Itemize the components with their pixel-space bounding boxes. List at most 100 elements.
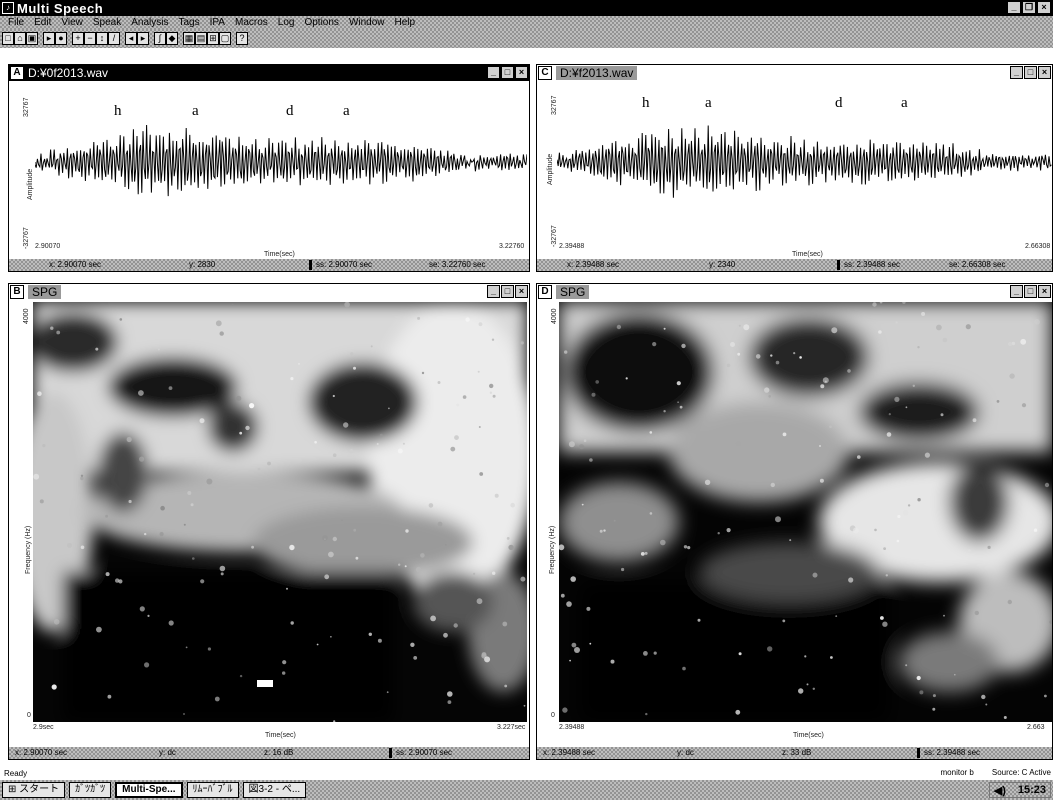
menu-macros[interactable]: Macros xyxy=(234,17,268,28)
zoom-out-icon[interactable]: − xyxy=(84,32,96,45)
window-a-titlebar[interactable]: A D:¥0f2013.wav _ □ × xyxy=(9,65,529,81)
spectrogram-speck xyxy=(368,632,372,636)
menu-log[interactable]: Log xyxy=(277,17,295,28)
window-d-titlebar[interactable]: D SPG _ □ × xyxy=(537,284,1052,300)
close-button[interactable]: × xyxy=(1037,1,1051,14)
spectrogram-speck xyxy=(1007,599,1012,605)
speaker-icon[interactable]: ◀) xyxy=(993,784,1006,797)
spectrogram-plot-b[interactable] xyxy=(33,302,527,722)
spectrogram-speck xyxy=(704,479,711,485)
start-button[interactable]: ⊞ スタート xyxy=(2,782,66,798)
spectrogram-speck xyxy=(332,536,337,542)
spectrogram-speck xyxy=(932,694,936,698)
select-icon[interactable]: ↕ xyxy=(96,32,108,45)
close-button[interactable]: × xyxy=(515,66,528,79)
clock: 15:23 xyxy=(1017,784,1046,796)
marker-icon[interactable]: ◆ xyxy=(166,32,178,45)
scroll-right-icon[interactable]: ▸ xyxy=(137,32,149,45)
waveform-window-c[interactable]: C D:¥f2013.wav _ □ × Amplitude 32767 -32… xyxy=(536,64,1053,272)
spectrogram-speck xyxy=(214,696,220,702)
open-file-icon[interactable]: ⌂ xyxy=(14,32,26,45)
spectrogram-speck xyxy=(453,623,458,628)
spectrogram-speck xyxy=(981,694,986,700)
close-button[interactable]: × xyxy=(1038,285,1051,298)
pitch-icon[interactable]: ∫ xyxy=(154,32,166,45)
spectrogram-speck xyxy=(289,544,295,551)
close-button[interactable]: × xyxy=(1038,66,1051,79)
menu-options[interactable]: Options xyxy=(304,17,339,28)
restore-button[interactable]: ❐ xyxy=(1022,1,1036,14)
taskbar-item[interactable]: ﾘﾑｰﾊﾞﾌﾞﾙ xyxy=(186,782,239,798)
menu-speak[interactable]: Speak xyxy=(92,17,122,28)
spectrogram-speck xyxy=(775,360,780,365)
spectrogram-speck xyxy=(589,642,592,645)
spectrogram-speck xyxy=(625,377,628,380)
close-button[interactable]: × xyxy=(515,285,528,298)
spectrogram-speck xyxy=(559,544,565,551)
spectrogram-speck xyxy=(128,499,132,504)
window-c-titlebar[interactable]: C D:¥f2013.wav _ □ × xyxy=(537,65,1052,81)
taskbar-item-multispeech[interactable]: Multi-Spe... xyxy=(115,782,183,798)
spectrogram-speck xyxy=(820,384,825,389)
spectrogram-speck xyxy=(943,614,945,617)
maximize-button[interactable]: □ xyxy=(501,66,514,79)
spectrogram-speck xyxy=(564,350,568,354)
spectrogram-window-b[interactable]: B SPG _ □ × Frequency (Hz) 4000 0 xyxy=(8,283,530,760)
spectrogram-speck xyxy=(726,363,731,368)
spectrogram-speck xyxy=(829,425,832,428)
cascade-icon[interactable]: ▤ xyxy=(195,32,207,45)
waveform-window-a[interactable]: A D:¥0f2013.wav _ □ × Amplitude 32767 -3… xyxy=(8,64,530,272)
spectrogram-speck xyxy=(730,342,735,347)
spectrogram-speck xyxy=(879,302,883,304)
menu-bar: File Edit View Speak Analysis Tags IPA M… xyxy=(0,16,1053,29)
maximize-button[interactable]: □ xyxy=(1024,66,1037,79)
play-icon[interactable]: ▸ xyxy=(43,32,55,45)
tile-icon[interactable]: ▦ xyxy=(183,32,195,45)
waveform-plot-a[interactable] xyxy=(35,83,527,241)
minimize-button[interactable]: _ xyxy=(487,66,500,79)
spectrogram-speck xyxy=(144,532,147,536)
spectrogram-speck xyxy=(447,700,452,704)
save-icon[interactable]: ▣ xyxy=(26,32,38,45)
help-icon[interactable]: ? xyxy=(236,32,248,45)
spectrogram-speck xyxy=(1021,403,1027,408)
menu-tags[interactable]: Tags xyxy=(178,17,200,28)
minimize-button[interactable]: _ xyxy=(1010,66,1023,79)
zoom-in-icon[interactable]: + xyxy=(72,32,84,45)
spectrogram-speck xyxy=(481,652,487,657)
spectrogram-speck xyxy=(322,535,328,541)
spectrogram-speck xyxy=(219,565,226,572)
menu-file[interactable]: File xyxy=(8,17,25,28)
spectrogram-speck xyxy=(282,671,286,675)
minimize-button[interactable]: _ xyxy=(1007,1,1021,14)
menu-help[interactable]: Help xyxy=(394,17,416,28)
spectrogram-plot-d[interactable] xyxy=(559,302,1052,722)
edit-tool-icon[interactable]: / xyxy=(108,32,120,45)
spectrogram-speck xyxy=(107,694,112,699)
taskbar-item[interactable]: ｶﾞﾂｶﾞﾂ xyxy=(69,782,112,798)
minimize-button[interactable]: _ xyxy=(487,285,500,298)
spectrogram-speck xyxy=(219,331,224,336)
menu-edit[interactable]: Edit xyxy=(34,17,52,28)
taskbar-item[interactable]: 図3-2 - ペ... xyxy=(242,782,307,798)
record-icon[interactable]: ● xyxy=(55,32,67,45)
minimize-button[interactable]: _ xyxy=(1010,285,1023,298)
grid-icon[interactable]: ⊞ xyxy=(207,32,219,45)
new-file-icon[interactable]: □ xyxy=(2,32,14,45)
menu-analysis[interactable]: Analysis xyxy=(131,17,169,28)
waveform-plot-c[interactable] xyxy=(557,83,1052,241)
scroll-left-icon[interactable]: ◂ xyxy=(125,32,137,45)
menu-view[interactable]: View xyxy=(61,17,83,28)
window-icon[interactable]: ▢ xyxy=(219,32,231,45)
y-tick-bottom: -32767 xyxy=(23,227,30,249)
menu-window[interactable]: Window xyxy=(348,17,385,28)
spectrogram-window-d[interactable]: D SPG _ □ × Frequency (Hz) 4000 0 xyxy=(536,283,1053,760)
spectrogram-speck xyxy=(456,403,460,407)
maximize-button[interactable]: □ xyxy=(1024,285,1037,298)
window-b-titlebar[interactable]: B SPG _ □ × xyxy=(9,284,529,300)
spectrogram-speck xyxy=(645,712,648,716)
spectrogram-speck xyxy=(571,642,577,648)
menu-ipa[interactable]: IPA xyxy=(209,17,225,28)
spectrogram-speck xyxy=(187,491,192,495)
maximize-button[interactable]: □ xyxy=(501,285,514,298)
